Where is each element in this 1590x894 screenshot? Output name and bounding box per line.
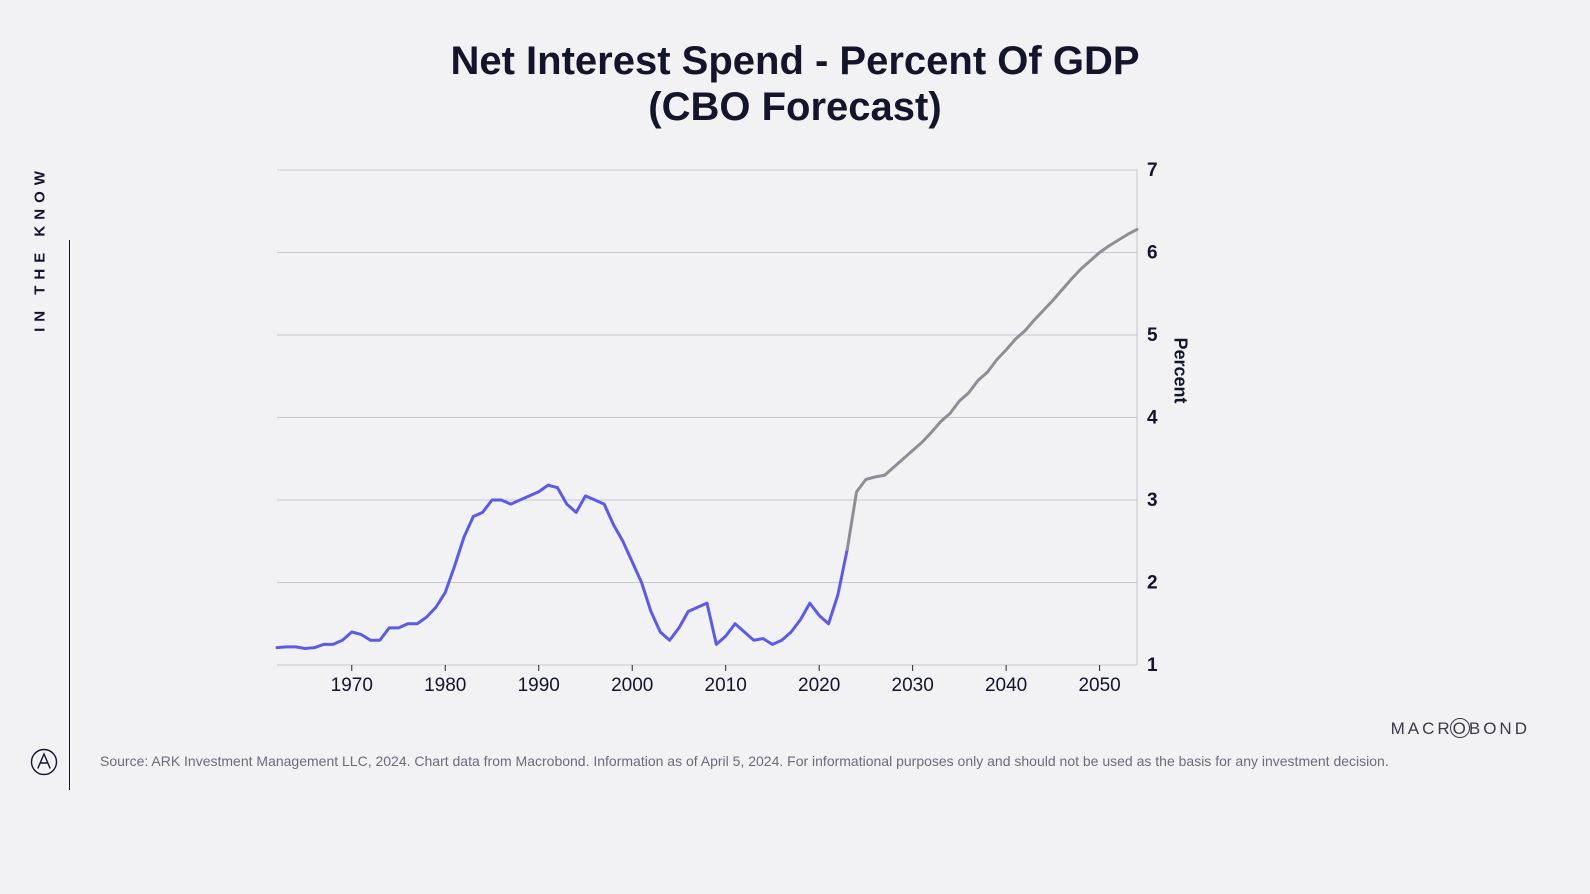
chart-title-line2: (CBO Forecast) xyxy=(648,85,941,129)
svg-text:2000: 2000 xyxy=(611,675,653,696)
svg-text:1990: 1990 xyxy=(518,675,560,696)
svg-text:4: 4 xyxy=(1147,408,1158,429)
side-label: IN THE KNOW xyxy=(32,89,49,409)
svg-text:2040: 2040 xyxy=(985,675,1027,696)
page-root: Net Interest Spend - Percent Of GDP (CBO… xyxy=(0,0,1590,894)
chart-title: Net Interest Spend - Percent Of GDP (CBO… xyxy=(0,38,1590,130)
footer-disclaimer: Source: ARK Investment Management LLC, 2… xyxy=(100,752,1480,772)
svg-text:5: 5 xyxy=(1147,325,1158,346)
svg-text:2: 2 xyxy=(1147,573,1158,594)
svg-text:2010: 2010 xyxy=(705,675,747,696)
svg-text:7: 7 xyxy=(1147,160,1158,181)
svg-text:1: 1 xyxy=(1147,655,1158,676)
brand-logo: MACROBOND xyxy=(1391,719,1530,739)
y-axis-title: Percent xyxy=(1170,311,1191,431)
chart-area: 1234567197019801990200020102020203020402… xyxy=(275,160,1135,700)
svg-text:1980: 1980 xyxy=(424,675,466,696)
svg-text:2030: 2030 xyxy=(892,675,934,696)
side-rule xyxy=(69,240,70,790)
brand-o-icon: O xyxy=(1453,719,1469,739)
svg-text:3: 3 xyxy=(1147,490,1158,511)
svg-text:2020: 2020 xyxy=(798,675,840,696)
svg-text:2050: 2050 xyxy=(1078,675,1120,696)
brand-text-1: MACR xyxy=(1391,719,1453,738)
svg-text:1970: 1970 xyxy=(331,675,373,696)
ark-logo-icon xyxy=(30,748,58,776)
line-chart: 1 2 3 4 5 6 7 1970 1980 1990 2000 2010 2020 2030 2040 2… xyxy=(275,160,1167,700)
brand-text-2: BOND xyxy=(1469,719,1530,738)
svg-text:6: 6 xyxy=(1147,243,1158,264)
chart-title-line1: Net Interest Spend - Percent Of GDP xyxy=(450,39,1139,83)
